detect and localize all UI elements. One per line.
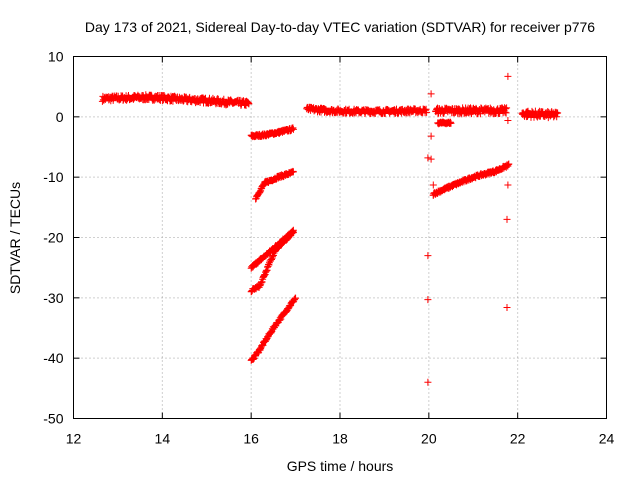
y-tick-label: 0 — [56, 109, 64, 125]
series-band-1 — [98, 91, 253, 109]
series-arc-f — [429, 160, 513, 199]
data-point — [447, 119, 455, 127]
data-point — [424, 252, 432, 260]
y-axis-title: SDTVAR / TECUs — [7, 182, 23, 294]
data-point — [427, 90, 435, 98]
data-point — [427, 132, 435, 140]
data-point — [504, 72, 512, 80]
x-tick-label: 14 — [155, 431, 171, 447]
series-band-4 — [518, 107, 562, 122]
data-point — [503, 215, 511, 223]
data-point — [424, 378, 432, 386]
data-layer — [98, 72, 562, 386]
data-point — [289, 168, 297, 176]
series-arc-a — [247, 124, 297, 141]
data-point — [503, 104, 511, 112]
x-tick-label: 16 — [243, 431, 259, 447]
data-point — [292, 294, 300, 302]
data-point — [427, 155, 435, 163]
data-point — [554, 109, 562, 117]
x-tick-label: 20 — [421, 431, 437, 447]
y-tick-label: -40 — [43, 350, 63, 366]
series-arc-d — [247, 227, 297, 296]
data-point — [504, 181, 512, 189]
plot-frame — [73, 56, 607, 419]
y-tick-label: -10 — [43, 169, 63, 185]
series-band-3 — [432, 104, 511, 118]
grid-layer — [73, 56, 607, 419]
data-point — [429, 181, 437, 189]
x-tick-label: 12 — [66, 431, 82, 447]
data-point — [429, 191, 437, 199]
y-tick-label: 10 — [48, 49, 64, 65]
data-point — [424, 154, 432, 162]
isolated-points — [424, 72, 512, 386]
data-point — [423, 108, 431, 116]
y-tick-label: -30 — [43, 290, 63, 306]
data-point — [503, 304, 511, 311]
series-band-2 — [303, 103, 431, 117]
series-band-3-low — [434, 118, 455, 128]
data-point — [245, 100, 253, 108]
x-tick-label: 24 — [599, 431, 615, 447]
tick-layer: 12 14 16 18 20 22 24 -50 -40 -30 -20 -10 0 10 — [43, 49, 614, 447]
data-point — [505, 160, 513, 168]
y-tick-label: -20 — [43, 230, 63, 246]
data-point — [504, 117, 512, 124]
x-tick-label: 18 — [332, 431, 348, 447]
series-arc-b — [252, 167, 297, 203]
y-tick-label: -50 — [43, 411, 63, 427]
x-axis-title: GPS time / hours — [287, 458, 394, 474]
data-point — [424, 296, 432, 304]
series-arc-e — [247, 294, 300, 364]
x-tick-label: 22 — [510, 431, 526, 447]
data-point — [289, 229, 297, 237]
chart-title: Day 173 of 2021, Sidereal Day-to-day VTE… — [85, 19, 595, 35]
data-point — [289, 125, 297, 133]
